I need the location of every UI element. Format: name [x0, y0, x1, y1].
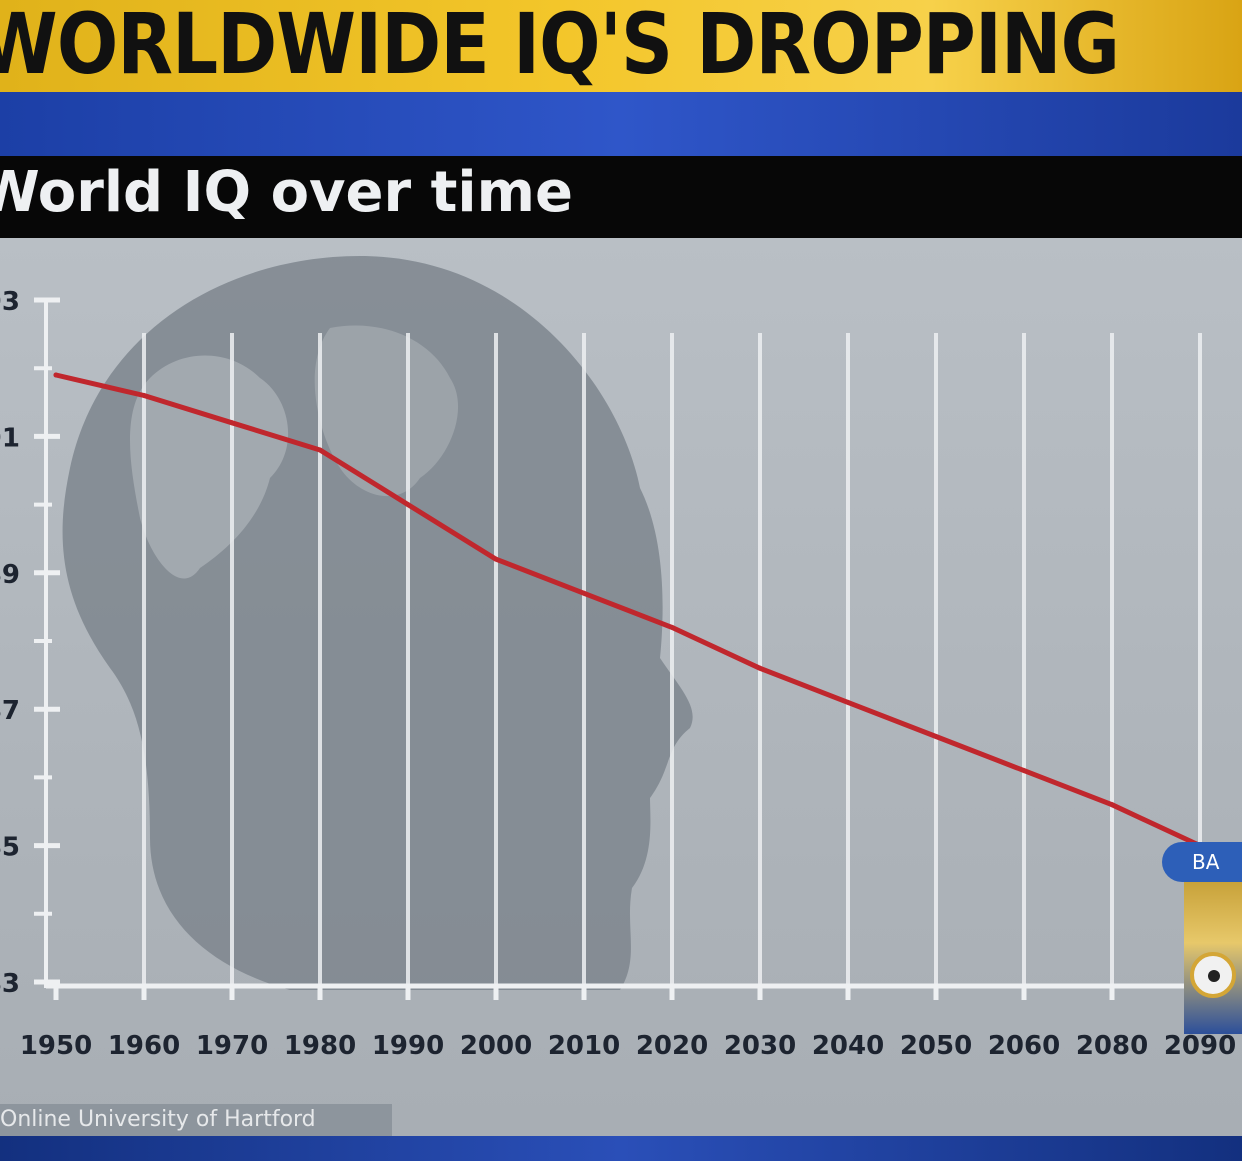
x-tick-label: 2060	[988, 1031, 1060, 1061]
blue-band	[0, 92, 1242, 156]
station-logo-panel	[1184, 882, 1242, 1034]
station-logo: BA	[1162, 842, 1242, 1034]
data-point	[317, 447, 323, 453]
data-point	[229, 420, 235, 426]
x-tick-label: 1990	[372, 1031, 444, 1061]
data-point	[1021, 768, 1027, 774]
eye-pupil	[1208, 970, 1220, 982]
y-tick-label: 91	[0, 423, 20, 453]
data-point	[669, 624, 675, 630]
x-tick-label: 2080	[1076, 1031, 1148, 1061]
x-tick-label: 2000	[460, 1031, 532, 1061]
eye-logo-icon	[1190, 952, 1236, 998]
bottom-band	[0, 1136, 1242, 1161]
series-line	[53, 372, 1203, 849]
headline-bar: WORLDWIDE IQ'S DROPPING	[0, 0, 1242, 92]
data-point	[581, 590, 587, 596]
x-tick-label: 1950	[20, 1031, 92, 1061]
y-tick-label: 85	[0, 833, 20, 863]
x-tick-label: 2040	[812, 1031, 884, 1061]
data-point	[933, 733, 939, 739]
data-point	[757, 665, 763, 671]
line-chart: 1950 1960 1970 1980 1990 2000 2010 2020 2030 2040…	[0, 256, 1236, 1061]
y-tick-label: 89	[0, 560, 20, 590]
plot-panel: 1950 1960 1970 1980 1990 2000 2010 2020 2030 2040…	[0, 238, 1242, 1136]
station-bug-label: BA	[1162, 842, 1242, 882]
data-point	[493, 556, 499, 562]
data-point	[405, 502, 411, 508]
data-point	[845, 699, 851, 705]
x-tick-label: 1970	[196, 1031, 268, 1061]
x-tick-label: 1960	[108, 1031, 180, 1061]
x-tick-label: 2030	[724, 1031, 796, 1061]
y-tick-label: 83	[0, 969, 20, 999]
y-tick-label: 93	[0, 287, 20, 317]
x-tick-label: 1980	[284, 1031, 356, 1061]
source-credit: Online University of Hartford	[0, 1104, 392, 1136]
chart-title-bar: World IQ over time	[0, 156, 1242, 238]
x-tick-label: 2090	[1164, 1031, 1236, 1061]
data-point	[1109, 802, 1115, 808]
chart-title: World IQ over time	[0, 160, 573, 225]
x-tick-label: 2050	[900, 1031, 972, 1061]
head-silhouette-icon	[62, 256, 693, 990]
x-tick-label: 2020	[636, 1031, 708, 1061]
data-point	[53, 372, 59, 378]
y-tick-label: 87	[0, 696, 20, 726]
data-point	[141, 392, 147, 398]
headline: WORLDWIDE IQ'S DROPPING	[0, 0, 1120, 92]
x-tick-label: 2010	[548, 1031, 620, 1061]
